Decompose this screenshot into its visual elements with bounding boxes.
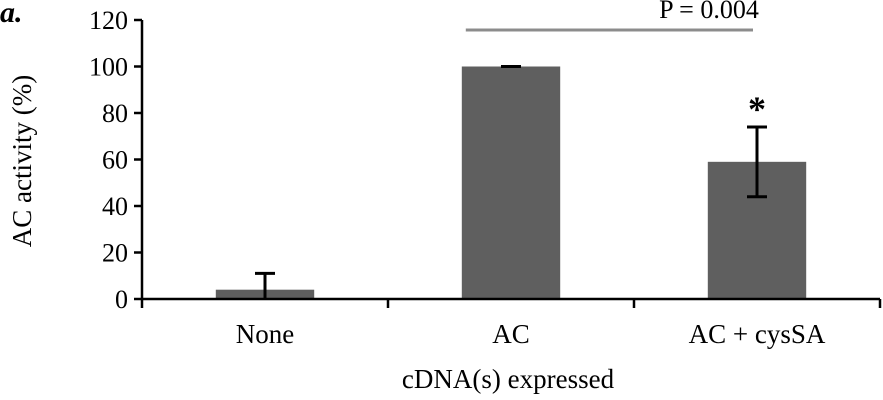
y-axis-label: AC activity (%) xyxy=(7,75,37,247)
y-tick-label: 0 xyxy=(115,285,128,314)
x-axis-ticks: None AC AC + cysSA xyxy=(140,299,882,349)
bar xyxy=(461,66,561,299)
y-tick-label: 120 xyxy=(89,6,128,35)
significance-asterisk: * xyxy=(748,89,766,129)
y-tick-label: 20 xyxy=(102,239,128,268)
error-bars xyxy=(255,65,767,299)
y-tick-label: 100 xyxy=(89,53,128,82)
x-tick-label: AC + cysSA xyxy=(689,319,826,349)
x-axis-label: cDNA(s) expressed xyxy=(402,364,615,394)
panel-label: a. xyxy=(0,0,23,29)
y-axis-ticks: 0 20 40 60 80 100 120 xyxy=(89,6,142,314)
y-tick-label: 60 xyxy=(102,146,128,175)
bars xyxy=(215,66,807,299)
y-tick-label: 80 xyxy=(102,99,128,128)
y-tick-label: 40 xyxy=(102,192,128,221)
x-tick-label: AC xyxy=(492,319,530,349)
x-tick-label: None xyxy=(236,319,294,349)
axes xyxy=(140,20,880,301)
p-value-label: P = 0.004 xyxy=(659,0,759,24)
